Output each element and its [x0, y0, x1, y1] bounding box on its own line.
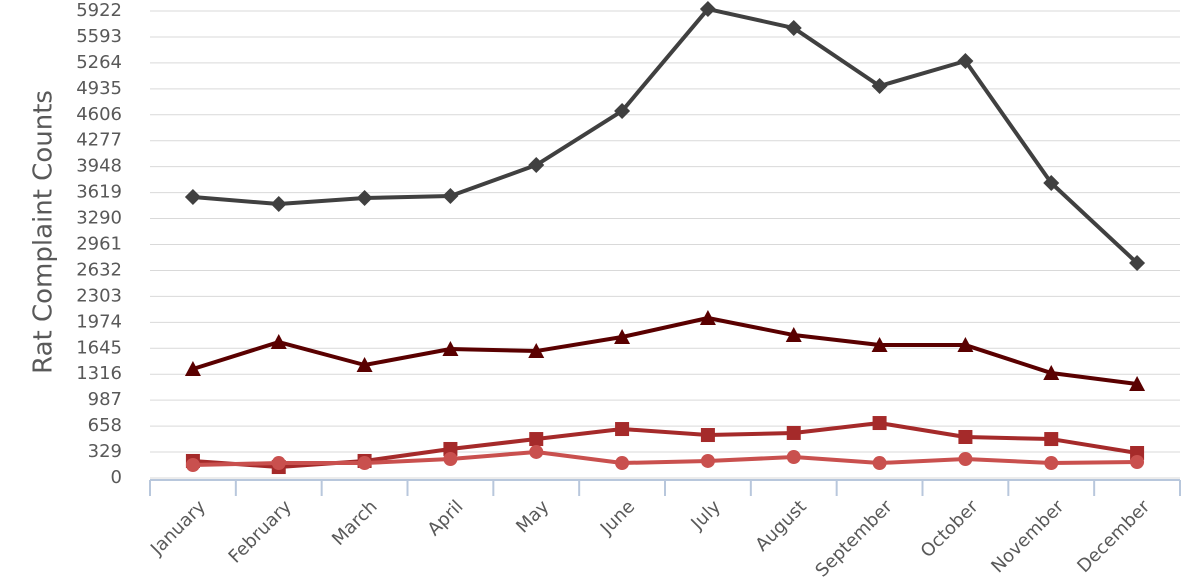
point: [184, 361, 201, 377]
x-tick-label: March: [328, 496, 382, 550]
series-line: [192, 449, 1138, 467]
point: [699, 1, 716, 18]
point: [958, 429, 973, 444]
point: [184, 189, 201, 206]
point: [1044, 456, 1059, 471]
point: [529, 444, 544, 459]
point: [614, 329, 631, 345]
point: [872, 416, 887, 431]
point: [615, 422, 630, 437]
point: [614, 102, 631, 119]
point: [872, 456, 887, 471]
point: [356, 190, 373, 207]
y-tick-label: 2303: [76, 285, 122, 306]
y-tick-label: 4606: [76, 104, 122, 125]
x-tick-label: January: [146, 496, 210, 560]
y-tick-label: 658: [88, 415, 122, 436]
point: [442, 340, 459, 356]
point: [700, 428, 715, 443]
point: [270, 196, 287, 213]
y-tick-label: 1645: [76, 337, 122, 358]
point: [1129, 376, 1146, 392]
series-line: [192, 7, 1139, 265]
point: [1043, 365, 1060, 381]
point: [1044, 432, 1059, 447]
point: [700, 453, 715, 468]
point: [1043, 174, 1060, 191]
point: [785, 327, 802, 343]
point: [356, 356, 373, 372]
point: [871, 77, 888, 94]
x-tick-label: April: [424, 496, 468, 540]
point: [442, 188, 459, 205]
y-tick-label: 2961: [76, 234, 122, 255]
point: [443, 451, 458, 466]
point: [528, 343, 545, 359]
x-tick-label: September: [811, 496, 897, 580]
point: [1129, 255, 1146, 272]
point: [443, 441, 458, 456]
point: [786, 450, 801, 465]
y-tick-label: 3948: [76, 156, 122, 177]
y-tick-label: 1974: [76, 311, 122, 332]
point: [357, 456, 372, 471]
point: [786, 425, 801, 440]
point: [958, 451, 973, 466]
y-tick-label: 987: [88, 389, 122, 410]
x-tick-label: August: [751, 496, 810, 555]
x-tick-label: October: [917, 496, 983, 562]
y-tick-label: 2632: [76, 259, 122, 280]
y-tick-label: 5264: [76, 52, 122, 73]
x-tick-label: February: [225, 496, 296, 567]
x-tick-label: May: [512, 496, 553, 537]
y-tick-label: 1316: [76, 363, 122, 384]
point: [785, 20, 802, 37]
point: [529, 432, 544, 447]
y-tick-label: 0: [111, 467, 122, 488]
y-axis-label: Rat Complaint Counts: [29, 90, 59, 374]
y-tick-label: 3290: [76, 208, 122, 229]
point: [871, 337, 888, 353]
point: [615, 456, 630, 471]
point: [699, 309, 716, 325]
x-tick-label: June: [596, 496, 639, 539]
x-tick-label: November: [987, 496, 1068, 577]
y-tick-label: 4935: [76, 78, 122, 99]
point: [957, 52, 974, 69]
x-tick-label: July: [687, 496, 726, 535]
y-tick-label: 3619: [76, 182, 122, 203]
point: [1130, 454, 1145, 469]
x-tick-label: December: [1073, 496, 1154, 577]
y-tick-label: 5922: [76, 0, 122, 21]
point: [528, 157, 545, 174]
point: [185, 457, 200, 472]
y-tick-label: 5593: [76, 26, 122, 47]
series-line: [192, 315, 1138, 386]
y-tick-label: 4277: [76, 130, 122, 151]
y-tick-label: 329: [88, 441, 122, 462]
point: [957, 337, 974, 353]
point: [270, 334, 287, 350]
point: [271, 456, 286, 471]
